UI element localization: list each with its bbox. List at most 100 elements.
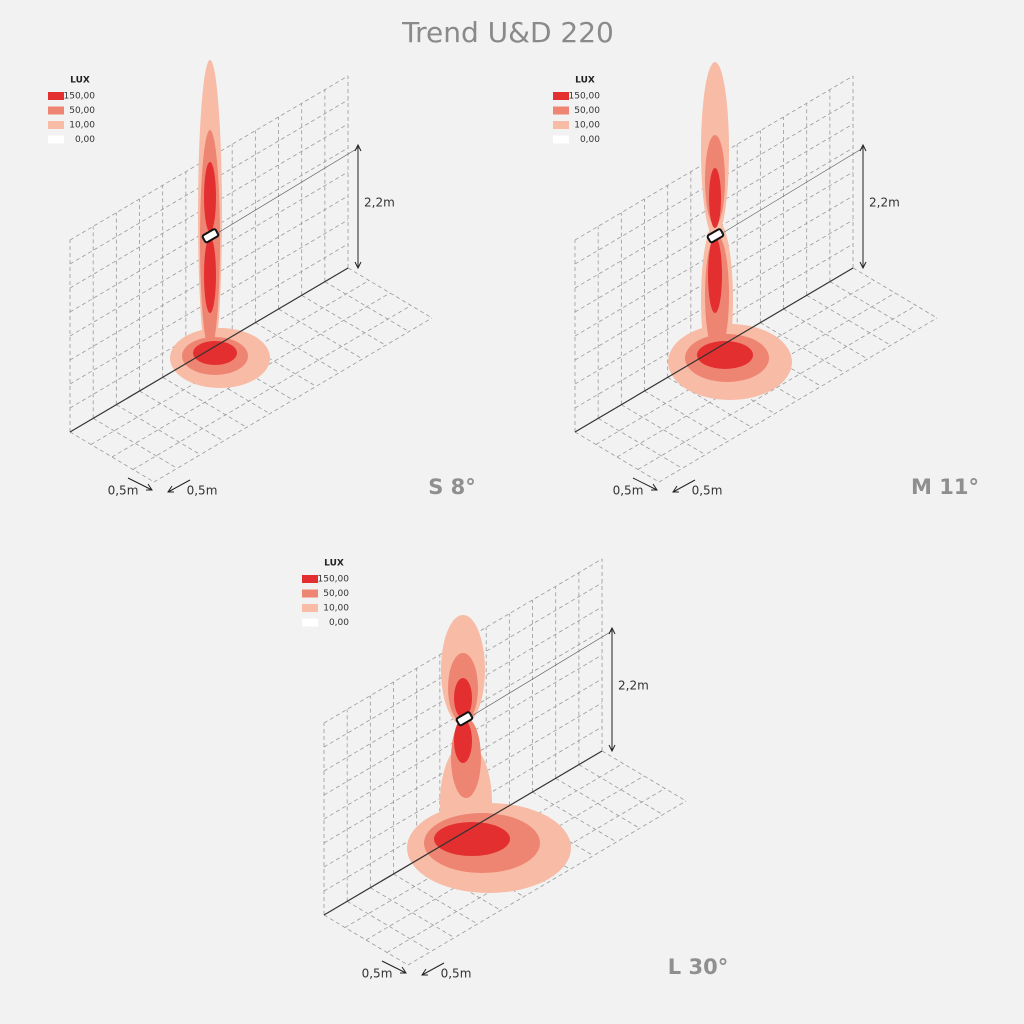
legend-title: LUX bbox=[575, 76, 595, 86]
wall-base-line bbox=[69, 267, 349, 433]
wall-base-line bbox=[574, 267, 854, 433]
light-distribution bbox=[454, 719, 472, 763]
light-distribution bbox=[434, 822, 510, 856]
legend-label: 0,00 bbox=[580, 135, 600, 145]
page-title: Trend U&D 220 bbox=[401, 16, 614, 49]
legend-label: 150,00 bbox=[569, 92, 601, 102]
legend-swatch bbox=[48, 106, 64, 115]
dimension-guide bbox=[215, 147, 359, 235]
legend-label: 50,00 bbox=[323, 589, 349, 599]
spacing-label: 0,5m bbox=[441, 967, 472, 981]
floor-grid-line bbox=[323, 914, 409, 966]
light-distribution bbox=[204, 237, 216, 313]
legend-swatch bbox=[48, 121, 64, 129]
photometric-panel: 2,2m 0,5m 0,5m LUX 150,00 50,00 10,00 0,00 bbox=[48, 60, 433, 498]
dimension-arrow bbox=[354, 143, 362, 270]
floor-grid-line bbox=[597, 417, 683, 469]
floor-grid-line bbox=[644, 390, 729, 442]
legend-label: 50,00 bbox=[69, 106, 95, 116]
spacing-label: 0,5m bbox=[613, 484, 644, 498]
floor-grid-line bbox=[92, 417, 178, 469]
legend-label: 150,00 bbox=[318, 575, 350, 585]
light-distribution bbox=[697, 341, 753, 369]
floor-grid-line bbox=[658, 317, 938, 483]
floor-grid-line bbox=[637, 305, 917, 470]
light-distribution bbox=[454, 678, 472, 718]
light-distribution bbox=[193, 341, 237, 365]
legend-swatch bbox=[302, 618, 318, 627]
legend-label: 150,00 bbox=[64, 92, 96, 102]
floor-grid-line bbox=[278, 308, 363, 360]
floor-grid-line bbox=[574, 431, 660, 483]
spacing-label: 0,5m bbox=[362, 967, 393, 981]
spacing-arrow bbox=[632, 477, 696, 493]
dimension-guide bbox=[720, 147, 864, 235]
spacing-label: 0,5m bbox=[187, 484, 218, 498]
legend-title: LUX bbox=[324, 559, 344, 569]
light-distribution bbox=[709, 168, 721, 228]
floor-grid-line bbox=[555, 777, 640, 829]
legend-swatch bbox=[553, 121, 569, 129]
legend-label: 0,00 bbox=[329, 618, 349, 628]
lamp bbox=[455, 711, 474, 727]
floor-grid-line bbox=[852, 267, 938, 319]
legend-label: 10,00 bbox=[323, 604, 349, 614]
wall-base-line bbox=[323, 750, 603, 916]
photometric-panel: 2,2m 0,5m 0,5m LUX 150,00 50,00 10,00 0,00 bbox=[302, 559, 687, 981]
lamp bbox=[201, 228, 220, 244]
legend-label: 0,00 bbox=[75, 135, 95, 145]
legend-title: LUX bbox=[70, 76, 90, 86]
spacing-arrow bbox=[127, 477, 191, 493]
beam-label: S 8° bbox=[428, 475, 476, 499]
photometric-panel: 2,2m 0,5m 0,5m LUX 150,00 50,00 10,00 0,00 bbox=[553, 62, 938, 498]
floor-grid-line bbox=[532, 791, 617, 843]
legend-swatch bbox=[553, 106, 569, 115]
floor-grid-line bbox=[806, 294, 891, 346]
floor-grid-line bbox=[301, 294, 386, 346]
floor-grid-line bbox=[621, 404, 706, 456]
dimension-arrow bbox=[608, 626, 616, 753]
legend-swatch bbox=[48, 135, 64, 144]
beam-label: L 30° bbox=[668, 955, 728, 979]
light-distribution bbox=[204, 162, 216, 232]
dimension-arrow bbox=[859, 143, 867, 270]
floor-grid-line bbox=[347, 267, 433, 319]
spacing-label: 0,5m bbox=[108, 484, 139, 498]
floor-grid-line bbox=[829, 281, 915, 332]
height-label: 2,2m bbox=[618, 679, 649, 693]
floor-grid-line bbox=[116, 404, 201, 456]
floor-grid-line bbox=[255, 322, 340, 373]
floor-grid-line bbox=[407, 800, 687, 966]
legend-swatch bbox=[302, 589, 318, 598]
height-label: 2,2m bbox=[364, 196, 395, 210]
floor-grid-line bbox=[69, 431, 155, 483]
floor-grid-line bbox=[783, 308, 868, 360]
legend-swatch bbox=[302, 604, 318, 612]
beam-label: M 11° bbox=[911, 475, 979, 499]
height-label: 2,2m bbox=[869, 196, 900, 210]
floor-grid-line bbox=[139, 390, 224, 442]
floor-grid-line bbox=[601, 750, 687, 802]
legend-swatch bbox=[302, 575, 318, 583]
legend-swatch bbox=[48, 92, 64, 100]
floor-grid-line bbox=[346, 900, 432, 952]
legend-swatch bbox=[553, 92, 569, 100]
floor-grid-line bbox=[760, 322, 845, 373]
spacing-arrow bbox=[381, 960, 445, 976]
floor-grid-line bbox=[162, 376, 247, 428]
legend-label: 50,00 bbox=[574, 106, 600, 116]
spacing-label: 0,5m bbox=[692, 484, 723, 498]
legend-swatch bbox=[553, 135, 569, 144]
floor-grid-line bbox=[578, 764, 664, 815]
light-distribution bbox=[708, 237, 722, 313]
legend-label: 10,00 bbox=[69, 121, 95, 131]
floor-grid-line bbox=[393, 873, 478, 925]
legend-label: 10,00 bbox=[574, 121, 600, 131]
floor-grid-line bbox=[370, 887, 455, 939]
lamp bbox=[706, 228, 725, 244]
dimension-guide bbox=[469, 630, 613, 718]
floor-grid-line bbox=[132, 305, 412, 470]
floor-grid-line bbox=[153, 317, 433, 483]
floor-grid-line bbox=[324, 281, 410, 332]
